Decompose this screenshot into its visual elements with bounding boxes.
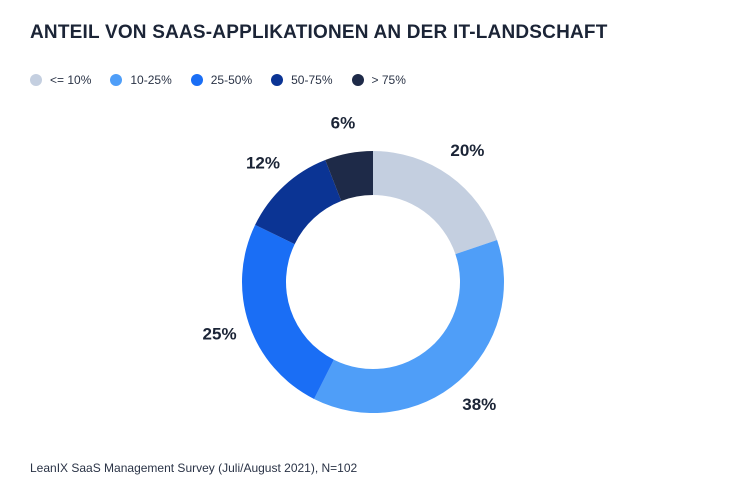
legend-swatch	[190, 74, 203, 86]
donut-slices	[241, 151, 504, 413]
donut-slice	[314, 239, 504, 413]
legend-swatch	[271, 74, 284, 86]
legend-swatch	[351, 74, 364, 86]
chart-title: ANTEIL VON SAAS-APPLIKATIONEN AN DER IT-…	[30, 22, 608, 43]
legend-item: 50-75%	[271, 73, 333, 87]
donut-slice	[241, 224, 334, 399]
legend-item: <= 10%	[30, 73, 91, 87]
source-note: LeanIX SaaS Management Survey (Juli/Augu…	[30, 461, 358, 475]
slice-value-label: 12%	[246, 154, 280, 173]
slice-value-label: 6%	[331, 113, 356, 132]
legend-item: 10-25%	[110, 73, 172, 87]
legend-label: > 75%	[371, 73, 406, 87]
legend-swatch	[30, 74, 42, 86]
donut-slice	[255, 160, 342, 245]
legend: <= 10% 10-25% 25-50% 50-75% > 75%	[30, 73, 425, 87]
legend-label: 25-50%	[210, 73, 253, 87]
legend-label: 50-75%	[291, 73, 333, 87]
legend-label: 10-25%	[130, 73, 172, 87]
donut-labels: 20% 38% 25% 12% 6%	[203, 113, 497, 413]
donut-slice	[373, 151, 498, 255]
legend-item: 25-50%	[190, 73, 253, 87]
slice-value-label: 38%	[462, 395, 496, 414]
slice-value-label: 20%	[450, 141, 484, 160]
legend-label: <= 10%	[50, 73, 92, 87]
legend-item: > 75%	[351, 73, 406, 87]
slice-value-label: 25%	[203, 324, 237, 343]
donut-slice	[325, 151, 373, 201]
legend-swatch	[110, 74, 123, 86]
